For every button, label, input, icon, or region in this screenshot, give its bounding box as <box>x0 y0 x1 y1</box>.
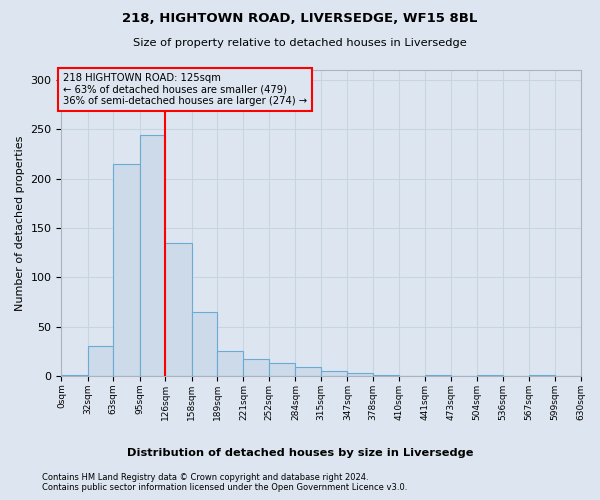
Text: Size of property relative to detached houses in Liversedge: Size of property relative to detached ho… <box>133 38 467 48</box>
Text: 218, HIGHTOWN ROAD, LIVERSEDGE, WF15 8BL: 218, HIGHTOWN ROAD, LIVERSEDGE, WF15 8BL <box>122 12 478 26</box>
Bar <box>244 359 269 376</box>
Bar <box>476 375 503 376</box>
Bar <box>88 346 113 376</box>
Bar <box>373 375 399 376</box>
Bar <box>425 375 451 376</box>
Text: Contains public sector information licensed under the Open Government Licence v3: Contains public sector information licen… <box>42 484 407 492</box>
Bar <box>347 373 373 376</box>
Bar <box>61 375 88 376</box>
Bar <box>217 352 244 376</box>
Bar <box>295 367 321 376</box>
Bar <box>191 312 217 376</box>
Text: Contains HM Land Registry data © Crown copyright and database right 2024.: Contains HM Land Registry data © Crown c… <box>42 472 368 482</box>
Bar <box>321 371 347 376</box>
Bar <box>165 242 191 376</box>
Text: 218 HIGHTOWN ROAD: 125sqm
← 63% of detached houses are smaller (479)
36% of semi: 218 HIGHTOWN ROAD: 125sqm ← 63% of detac… <box>63 73 307 106</box>
Bar <box>140 135 165 376</box>
Bar <box>113 164 140 376</box>
Text: Distribution of detached houses by size in Liversedge: Distribution of detached houses by size … <box>127 448 473 458</box>
Y-axis label: Number of detached properties: Number of detached properties <box>15 136 25 310</box>
Bar <box>529 375 555 376</box>
Bar <box>269 363 295 376</box>
